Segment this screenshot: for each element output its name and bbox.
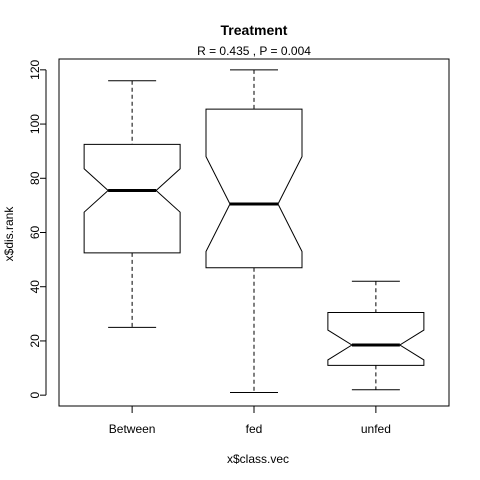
y-tick-label: 60	[28, 226, 42, 240]
box-fed	[205, 69, 303, 393]
box-unfed	[327, 280, 425, 391]
y-tick-label: 80	[28, 171, 42, 185]
x-axis-label: x$class.vec	[227, 452, 289, 466]
x-tick-label: unfed	[361, 422, 391, 436]
x-axis: Between fed unfed	[109, 405, 391, 436]
chart-title: Treatment	[221, 22, 288, 38]
box-body	[205, 108, 303, 269]
x-tick-label: fed	[246, 422, 263, 436]
y-tick-label: 100	[28, 114, 42, 134]
y-tick-label: 120	[28, 60, 42, 80]
boxes	[83, 69, 425, 393]
y-axis: 0 20 40 60 80 100 120	[28, 60, 47, 399]
box-body	[83, 143, 181, 254]
y-tick-label: 0	[28, 392, 42, 399]
box-between	[83, 80, 181, 328]
box-body	[327, 311, 425, 366]
chart-subtitle: R = 0.435 , P = 0.004	[197, 44, 311, 58]
y-tick-label: 20	[28, 334, 42, 348]
x-tick-label: Between	[109, 422, 156, 436]
y-axis-label: x$dis.rank	[2, 206, 16, 262]
y-tick-label: 40	[28, 280, 42, 294]
